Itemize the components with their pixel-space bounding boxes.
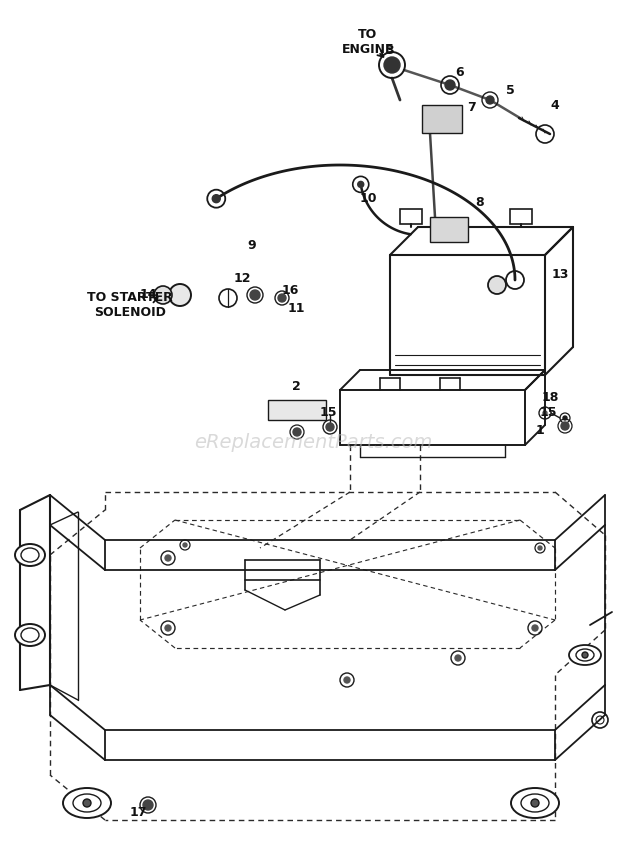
Text: 12: 12 [233,271,251,285]
Text: 16: 16 [282,284,298,297]
Text: 3: 3 [386,43,394,56]
Circle shape [531,799,539,807]
Circle shape [486,96,494,104]
Ellipse shape [569,645,601,665]
Circle shape [165,625,171,631]
Circle shape [83,799,91,807]
Text: 18: 18 [541,390,559,404]
Ellipse shape [21,548,39,562]
Bar [430,217,468,242]
Ellipse shape [15,544,45,566]
Circle shape [538,546,542,550]
Bar [268,400,326,420]
Text: 11: 11 [287,302,305,314]
Circle shape [169,284,191,306]
Bar [510,209,532,224]
Text: 2: 2 [292,379,300,393]
Text: eReplacementParts.com: eReplacementParts.com [194,433,433,451]
Ellipse shape [73,794,101,812]
Text: 10: 10 [359,191,377,205]
Text: 14: 14 [139,288,157,302]
Circle shape [293,428,301,436]
Circle shape [358,181,364,187]
Circle shape [532,625,538,631]
Circle shape [488,276,506,294]
Text: 6: 6 [456,65,465,78]
Circle shape [250,290,260,300]
Text: 4: 4 [551,99,559,111]
Text: TO
ENGINE: TO ENGINE [342,28,394,56]
Text: 5: 5 [505,83,514,97]
Ellipse shape [15,624,45,646]
Circle shape [582,652,588,658]
Circle shape [183,543,187,547]
Ellipse shape [63,788,111,818]
Text: 8: 8 [476,196,484,208]
Circle shape [326,423,334,431]
Ellipse shape [521,794,549,812]
Text: 9: 9 [248,239,256,252]
Ellipse shape [576,649,594,661]
Text: 17: 17 [129,806,147,819]
Circle shape [384,57,400,73]
Ellipse shape [21,628,39,642]
Text: 1: 1 [535,423,544,437]
Circle shape [213,195,220,202]
Bar [422,105,462,133]
Ellipse shape [511,788,559,818]
Circle shape [165,555,171,561]
Circle shape [143,800,153,810]
Circle shape [455,655,461,661]
Circle shape [445,80,455,90]
Text: 15: 15 [319,405,337,418]
Circle shape [344,677,350,683]
Circle shape [154,286,172,304]
Circle shape [561,422,569,430]
Text: 7: 7 [468,100,477,114]
Circle shape [563,416,567,420]
Circle shape [543,411,547,415]
Text: 13: 13 [551,269,569,281]
Circle shape [278,294,286,302]
Bar [400,209,422,224]
Text: 15: 15 [539,405,557,418]
Text: TO STARTER
SOLENOID: TO STARTER SOLENOID [87,291,173,319]
